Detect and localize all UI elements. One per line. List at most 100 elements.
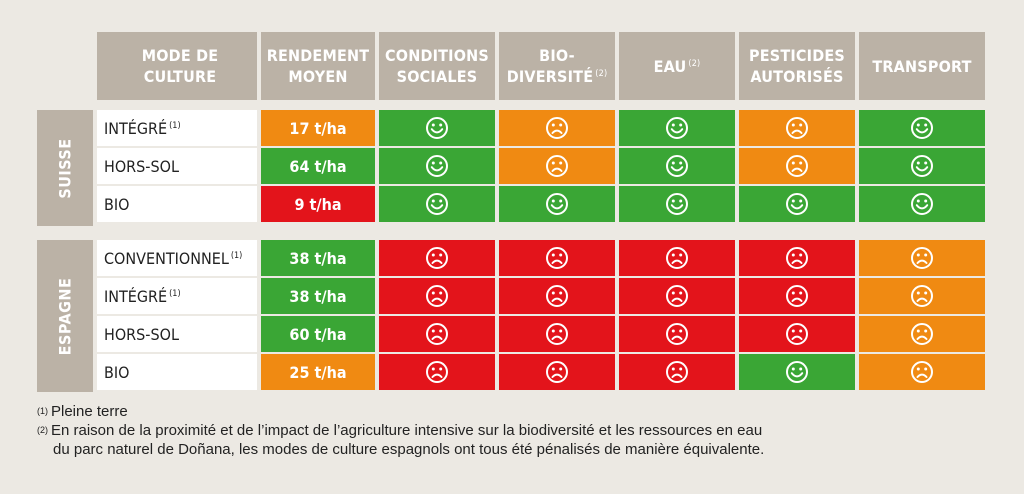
pesticides-cell (739, 110, 855, 146)
group-label-espagne: ESPAGNE (37, 240, 93, 392)
sad-face-icon (426, 323, 448, 345)
biodiversite-cell (499, 240, 615, 276)
conditions-sociales-cell (379, 110, 495, 146)
footnote-ref: (2) (688, 58, 701, 69)
sad-face-icon (546, 361, 568, 383)
sad-face-icon (911, 361, 933, 383)
group-name: ESPAGNE (55, 277, 75, 355)
sad-face-icon (546, 155, 568, 177)
conditions-sociales-cell (379, 278, 495, 314)
transport-cell (859, 110, 985, 146)
sad-face-icon (666, 285, 688, 307)
row-mode-text: INTÉGRÉ (104, 286, 168, 306)
row-label: INTÉGRÉ (1) (97, 110, 257, 146)
sad-face-icon (786, 155, 808, 177)
header-transport-label: TRANSPORT (872, 56, 972, 76)
conditions-sociales-cell (379, 354, 495, 390)
rendement-cell: 17 t/ha (261, 110, 375, 146)
pesticides-cell (739, 316, 855, 352)
sad-face-icon (786, 117, 808, 139)
conditions-sociales-cell (379, 316, 495, 352)
biodiversite-cell (499, 148, 615, 184)
group-name: SUISSE (55, 137, 75, 199)
footnote-2-text-line2: du parc naturel de Doñana, les modes de … (53, 441, 765, 458)
happy-face-icon (911, 155, 933, 177)
eau-cell (619, 110, 735, 146)
sad-face-icon (666, 323, 688, 345)
transport-cell (859, 240, 985, 276)
row-label: HORS-SOL (97, 148, 257, 184)
group-label-suisse: SUISSE (37, 110, 93, 226)
rendement-cell: 25 t/ha (261, 354, 375, 390)
sad-face-icon (666, 361, 688, 383)
footnote-2: (2) En raison de la proximité et de l’imp… (37, 421, 764, 440)
happy-face-icon (786, 193, 808, 215)
happy-face-icon (666, 155, 688, 177)
row-mode-text: CONVENTIONNEL (104, 248, 229, 268)
happy-face-icon (666, 117, 688, 139)
rendement-value: 38 t/ha (289, 286, 347, 306)
pesticides-cell (739, 240, 855, 276)
rendement-cell: 64 t/ha (261, 148, 375, 184)
sad-face-icon (911, 285, 933, 307)
rendement-cell: 38 t/ha (261, 240, 375, 276)
happy-face-icon (666, 193, 688, 215)
rendement-value: 60 t/ha (289, 324, 347, 344)
sad-face-icon (546, 323, 568, 345)
biodiversite-cell (499, 110, 615, 146)
eau-cell (619, 148, 735, 184)
footnote-2-continued: du parc naturel de Doñana, les modes de … (37, 440, 764, 459)
row-label: INTÉGRÉ (1) (97, 278, 257, 314)
pesticides-cell (739, 148, 855, 184)
sad-face-icon (546, 285, 568, 307)
happy-face-icon (426, 193, 448, 215)
happy-face-icon (426, 117, 448, 139)
header-eau-label: EAU (2) (653, 56, 701, 76)
sad-face-icon (426, 285, 448, 307)
biodiversite-cell (499, 186, 615, 222)
transport-cell (859, 148, 985, 184)
conditions-sociales-cell (379, 240, 495, 276)
footnote-1: (1) Pleine terre (37, 402, 764, 421)
happy-face-icon (786, 361, 808, 383)
footnote-2-mark: (2) (37, 425, 48, 435)
row-label: BIO (97, 354, 257, 390)
biodiversite-cell (499, 316, 615, 352)
row-mode-text: BIO (104, 194, 130, 214)
pesticides-cell (739, 278, 855, 314)
header-mode-de-culture: MODE DE CULTURE (97, 32, 257, 100)
rendement-value: 38 t/ha (289, 248, 347, 268)
sad-face-icon (786, 323, 808, 345)
header-eau: EAU (2) (619, 32, 735, 100)
row-label: BIO (97, 186, 257, 222)
pesticides-cell (739, 186, 855, 222)
rendement-value: 17 t/ha (289, 118, 347, 138)
rendement-value: 64 t/ha (289, 156, 347, 176)
header-pesticides-label: PESTICIDES AUTORISÉS (749, 46, 845, 86)
sad-face-icon (546, 117, 568, 139)
sad-face-icon (911, 323, 933, 345)
header-rendement: RENDEMENT MOYEN (261, 32, 375, 100)
header-biodiversite-label: BIO- DIVERSITÉ (2) (506, 46, 608, 86)
footnote-2-text-line1: En raison de la proximité et de l’impact… (51, 422, 763, 439)
header-conditions-label: CONDITIONS SOCIALES (385, 46, 489, 86)
transport-cell (859, 278, 985, 314)
transport-cell (859, 354, 985, 390)
eau-cell (619, 240, 735, 276)
rendement-value: 25 t/ha (289, 362, 347, 382)
pesticides-cell (739, 354, 855, 390)
transport-cell (859, 186, 985, 222)
row-label: CONVENTIONNEL (1) (97, 240, 257, 276)
footnote-1-text: Pleine terre (51, 403, 128, 420)
happy-face-icon (911, 117, 933, 139)
biodiversite-cell (499, 278, 615, 314)
footnotes: (1) Pleine terre (2) En raison de la proxi… (37, 402, 764, 459)
footnote-ref: (1) (169, 289, 181, 299)
transport-cell (859, 316, 985, 352)
header-rendement-label: RENDEMENT MOYEN (266, 46, 370, 86)
eau-cell (619, 316, 735, 352)
row-mode-text: HORS-SOL (104, 324, 179, 344)
row-mode-text: HORS-SOL (104, 156, 179, 176)
sad-face-icon (911, 247, 933, 269)
sad-face-icon (426, 247, 448, 269)
